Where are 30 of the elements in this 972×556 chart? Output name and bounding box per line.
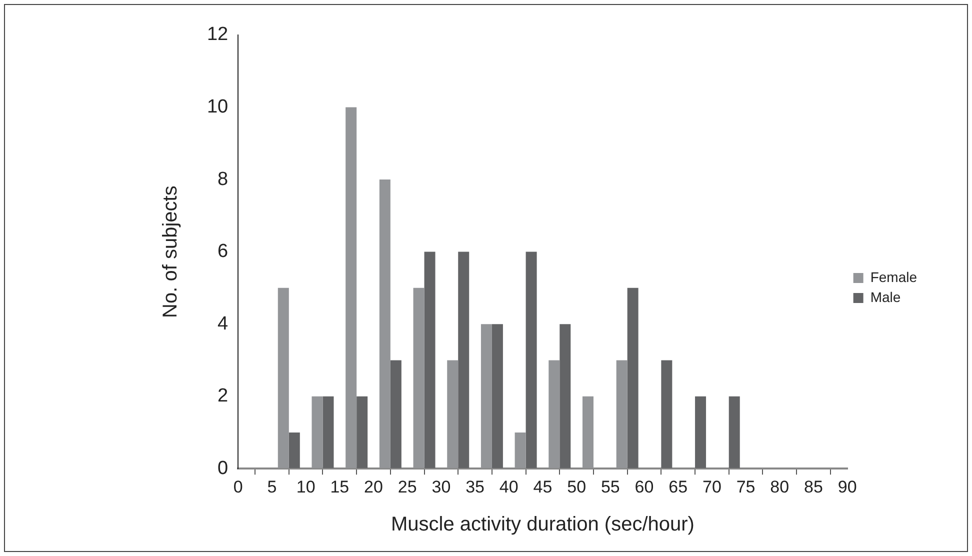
x-tick-label: 80: [770, 477, 790, 496]
legend-label: Male: [870, 288, 901, 305]
y-axis-title: No. of subjects: [160, 186, 182, 318]
legend-label: Female: [870, 268, 918, 285]
x-tick-label: 35: [466, 477, 484, 496]
y-tick-label: 2: [218, 386, 228, 407]
x-tick-label: 40: [499, 477, 518, 496]
y-tick-label: 12: [206, 24, 228, 46]
x-tick-label: 70: [702, 477, 722, 496]
x-axis-title: Muscle activity duration (sec/hour): [391, 514, 694, 536]
x-tick-label: 5: [267, 477, 277, 496]
x-tick-label: 90: [838, 477, 857, 496]
x-tick-label: 45: [533, 477, 552, 496]
x-tick-label: 20: [364, 477, 383, 496]
x-tick-label: 30: [432, 477, 451, 496]
x-tick-label: 85: [804, 477, 823, 496]
x-tick-label: 0: [233, 477, 243, 496]
x-tick-label: 10: [296, 477, 316, 496]
x-tick-label: 25: [398, 477, 417, 496]
y-tick-label: 4: [218, 313, 229, 334]
y-tick-label: 0: [218, 458, 228, 479]
x-tick-label: 65: [668, 477, 688, 496]
x-tick-label: 55: [600, 477, 620, 496]
x-tick-label: 15: [330, 477, 350, 496]
y-tick-label: 6: [218, 241, 228, 262]
x-tick-label: 60: [634, 477, 654, 496]
x-tick-label: 75: [736, 477, 756, 496]
x-tick-label: 50: [567, 477, 586, 496]
y-tick-label: 10: [206, 96, 228, 118]
y-tick-label: 8: [218, 168, 228, 190]
